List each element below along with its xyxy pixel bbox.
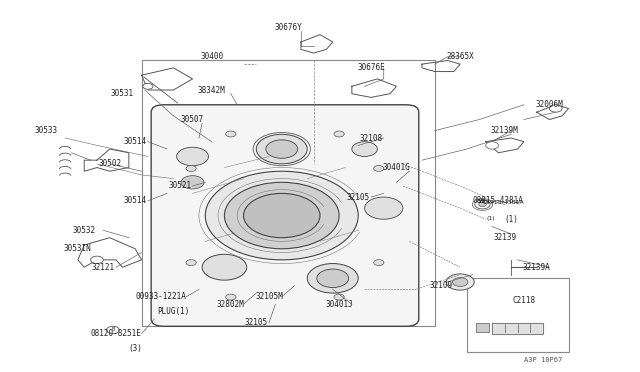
Text: B: B bbox=[111, 327, 115, 333]
Text: 00933-1221A: 00933-1221A bbox=[135, 292, 186, 301]
Circle shape bbox=[549, 105, 562, 112]
Text: A3P 10P67: A3P 10P67 bbox=[524, 357, 562, 363]
Text: 32109: 32109 bbox=[429, 281, 452, 290]
Text: 08915-4381A: 08915-4381A bbox=[473, 196, 524, 205]
Circle shape bbox=[225, 182, 339, 249]
Circle shape bbox=[177, 147, 209, 166]
Circle shape bbox=[106, 326, 119, 334]
Text: 32802M: 32802M bbox=[217, 300, 244, 309]
Text: C2118: C2118 bbox=[513, 296, 536, 305]
Circle shape bbox=[446, 274, 474, 290]
Circle shape bbox=[334, 131, 344, 137]
Circle shape bbox=[334, 294, 344, 300]
Text: 32108: 32108 bbox=[360, 134, 383, 142]
Text: 30507: 30507 bbox=[181, 115, 204, 124]
Text: 32139M: 32139M bbox=[491, 126, 518, 135]
Text: 08915-4381A: 08915-4381A bbox=[483, 200, 524, 205]
Text: 32105: 32105 bbox=[244, 318, 268, 327]
Circle shape bbox=[226, 294, 236, 300]
Text: 3053IN: 3053IN bbox=[64, 244, 92, 253]
Circle shape bbox=[256, 134, 307, 164]
Circle shape bbox=[186, 260, 196, 266]
Text: 38342M: 38342M bbox=[198, 86, 225, 94]
Circle shape bbox=[374, 166, 384, 171]
Text: 30514: 30514 bbox=[124, 196, 147, 205]
Text: 32139A: 32139A bbox=[523, 263, 550, 272]
Bar bbox=[467, 278, 568, 352]
Text: 30533: 30533 bbox=[35, 126, 58, 135]
Circle shape bbox=[475, 200, 490, 209]
Circle shape bbox=[479, 202, 486, 207]
Text: 30401G: 30401G bbox=[383, 163, 410, 172]
Polygon shape bbox=[492, 323, 543, 334]
Text: 32105: 32105 bbox=[347, 193, 370, 202]
Text: 28365X: 28365X bbox=[446, 52, 474, 61]
Circle shape bbox=[181, 176, 204, 189]
Text: 30514: 30514 bbox=[124, 137, 147, 146]
Text: W: W bbox=[479, 199, 484, 204]
Circle shape bbox=[186, 166, 196, 171]
Circle shape bbox=[266, 140, 298, 158]
Bar bbox=[141, 61, 435, 326]
Text: 30521: 30521 bbox=[168, 182, 191, 190]
Text: 32105M: 32105M bbox=[255, 292, 283, 301]
Circle shape bbox=[205, 171, 358, 260]
Bar bbox=[476, 323, 489, 332]
Text: (3): (3) bbox=[128, 344, 142, 353]
Circle shape bbox=[365, 197, 403, 219]
Text: 30531: 30531 bbox=[111, 89, 134, 98]
Text: 32006M: 32006M bbox=[536, 100, 563, 109]
Text: 32121: 32121 bbox=[92, 263, 115, 272]
Circle shape bbox=[317, 269, 349, 288]
Text: 30676E: 30676E bbox=[357, 63, 385, 72]
Text: (1): (1) bbox=[487, 216, 495, 221]
FancyBboxPatch shape bbox=[151, 105, 419, 326]
Circle shape bbox=[352, 142, 378, 157]
Text: 30532: 30532 bbox=[73, 226, 96, 235]
Circle shape bbox=[226, 131, 236, 137]
Circle shape bbox=[244, 193, 320, 238]
Circle shape bbox=[307, 263, 358, 293]
Text: PLUG(1): PLUG(1) bbox=[157, 307, 189, 316]
Circle shape bbox=[452, 278, 468, 286]
Text: 30676Y: 30676Y bbox=[275, 23, 302, 32]
Text: 08120-8251E: 08120-8251E bbox=[91, 329, 141, 338]
Text: 30400: 30400 bbox=[200, 52, 223, 61]
Circle shape bbox=[374, 260, 384, 266]
Text: (1): (1) bbox=[504, 215, 518, 224]
Circle shape bbox=[202, 254, 246, 280]
Circle shape bbox=[486, 142, 499, 149]
Text: 32139: 32139 bbox=[493, 233, 516, 242]
Circle shape bbox=[91, 256, 103, 263]
Text: 30401J: 30401J bbox=[325, 300, 353, 309]
Circle shape bbox=[143, 83, 153, 89]
Text: 30502: 30502 bbox=[98, 159, 121, 169]
